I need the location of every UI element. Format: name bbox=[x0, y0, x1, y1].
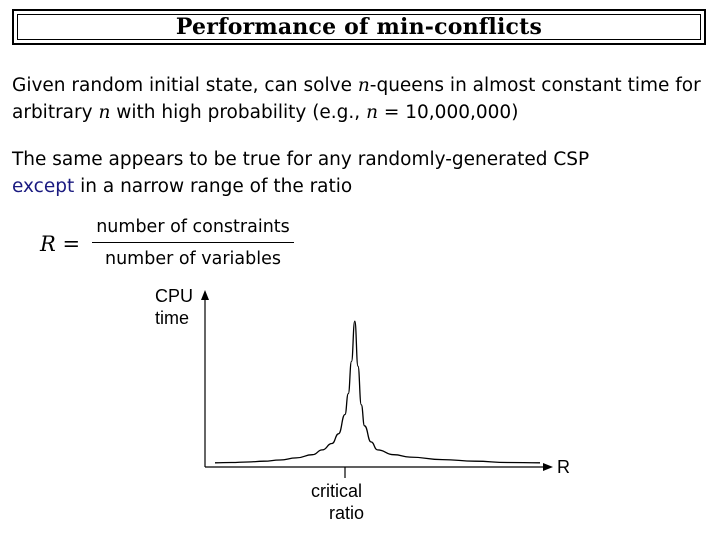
example-value: 10,000,000 bbox=[405, 102, 512, 123]
math-var-n: n bbox=[357, 75, 370, 96]
text-segment: ) bbox=[511, 102, 519, 123]
cpu-time-curve bbox=[214, 320, 541, 464]
fraction-bar bbox=[92, 242, 294, 243]
except-highlight: except bbox=[12, 176, 75, 197]
slide-title-frame: Performance of min-conflicts bbox=[12, 9, 706, 45]
text-segment: arbitrary bbox=[12, 102, 99, 123]
paragraph-csp-line-2: except in a narrow range of the ratio bbox=[12, 173, 589, 200]
y-axis-arrow bbox=[201, 290, 209, 300]
x-axis-label: R bbox=[557, 457, 570, 477]
formula-denominator: number of variables bbox=[104, 249, 281, 269]
math-equals: = bbox=[378, 102, 406, 123]
formula-lhs: R = bbox=[40, 232, 81, 256]
paragraph-queens-line-2: arbitrary n with high probability (e.g.,… bbox=[12, 99, 701, 126]
paragraph-queens-line-1: Given random initial state, can solve n-… bbox=[12, 72, 701, 99]
y-axis-label-line-2: time bbox=[155, 308, 190, 328]
text-segment: with high probability (e.g., bbox=[110, 102, 367, 123]
critical-ratio-label-line-2: ratio bbox=[329, 503, 365, 523]
text-segment: in a narrow range of the ratio bbox=[74, 176, 353, 197]
slide-title: Performance of min-conflicts bbox=[175, 14, 543, 40]
text-segment: -queens in almost constant time for bbox=[369, 75, 701, 96]
paragraph-csp-line-1: The same appears to be true for any rand… bbox=[12, 149, 590, 170]
math-var-n: n bbox=[98, 102, 111, 123]
y-axis-label-line-1: CPU bbox=[155, 286, 194, 306]
math-var-n: n bbox=[366, 102, 378, 123]
critical-ratio-label-line-1: critical bbox=[311, 481, 363, 501]
formula-fraction: number of constraints number of variable… bbox=[92, 214, 294, 272]
paragraph-queens: Given random initial state, can solve n-… bbox=[12, 72, 701, 126]
paragraph-csp: The same appears to be true for any rand… bbox=[12, 146, 589, 200]
text-segment: Given random initial state, can solve bbox=[12, 75, 358, 96]
slide-title-inner-frame: Performance of min-conflicts bbox=[17, 14, 701, 40]
x-axis-arrow bbox=[543, 463, 553, 471]
formula-numerator: number of constraints bbox=[96, 217, 290, 237]
